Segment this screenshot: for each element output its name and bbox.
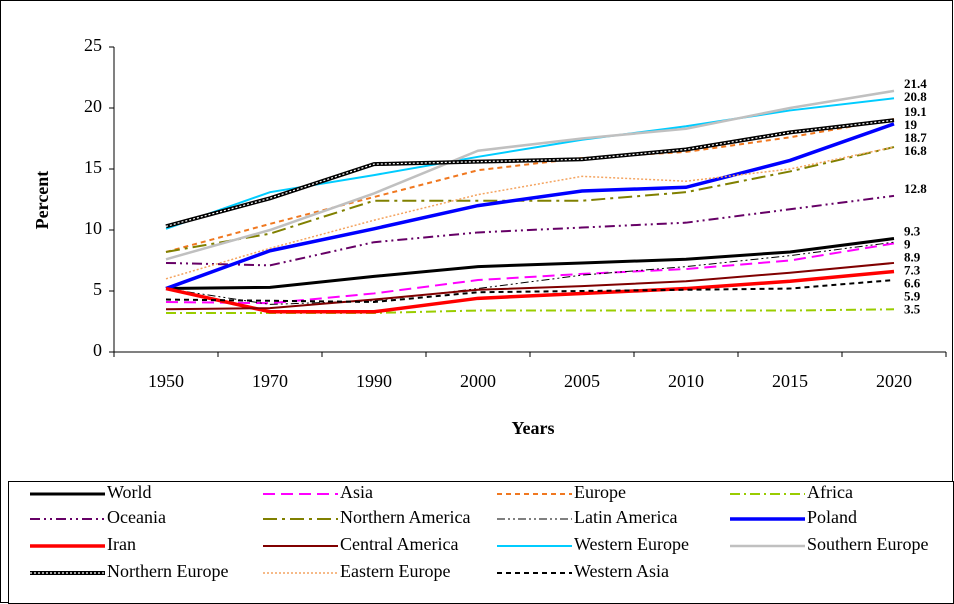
series-line bbox=[165, 242, 895, 305]
legend-label: Poland bbox=[807, 507, 857, 527]
series-line-stripe bbox=[165, 119, 895, 227]
x-tick-label: 2015 bbox=[772, 371, 808, 391]
series-line bbox=[165, 261, 895, 311]
y-tick-label: 5 bbox=[93, 279, 102, 299]
legend-label: Oceania bbox=[107, 507, 166, 527]
y-axis-label: Percent bbox=[32, 171, 52, 230]
legend-label: World bbox=[107, 482, 152, 502]
legend-label: Southern Europe bbox=[807, 534, 928, 554]
data-label: 9.3 bbox=[904, 224, 921, 239]
y-tick-label: 15 bbox=[84, 157, 102, 177]
data-label: 18.7 bbox=[904, 130, 927, 145]
data-label: 19.1 bbox=[904, 104, 927, 119]
series-line bbox=[165, 146, 895, 253]
y-tick-label: 20 bbox=[84, 96, 102, 116]
legend-box bbox=[8, 481, 954, 604]
x-tick-label: 2000 bbox=[460, 371, 496, 391]
data-label: 5.9 bbox=[904, 289, 921, 304]
legend-label: Central America bbox=[340, 534, 458, 554]
x-tick-label: 1970 bbox=[252, 371, 288, 391]
legend-label: Eastern Europe bbox=[340, 561, 450, 581]
series-line bbox=[165, 97, 895, 230]
data-label: 3.5 bbox=[904, 302, 921, 317]
legend-label: Western Europe bbox=[574, 534, 689, 554]
data-label: 9 bbox=[904, 237, 911, 252]
x-tick-label: 2020 bbox=[876, 371, 912, 391]
data-label: 7.3 bbox=[904, 263, 921, 278]
series-line bbox=[165, 279, 895, 303]
y-tick-label: 0 bbox=[93, 340, 102, 360]
legend-label: Africa bbox=[807, 482, 853, 502]
legend-label: Northern America bbox=[340, 507, 470, 527]
x-tick-label: 2010 bbox=[668, 371, 704, 391]
legend-label: Iran bbox=[107, 534, 136, 554]
y-tick-label: 25 bbox=[84, 35, 102, 55]
legend-label: Latin America bbox=[574, 507, 677, 527]
data-label: 12.8 bbox=[904, 181, 927, 196]
legend-label: Western Asia bbox=[574, 561, 669, 581]
data-label: 19 bbox=[904, 117, 918, 132]
legend-label: Northern Europe bbox=[107, 561, 228, 581]
data-label: 16.8 bbox=[904, 143, 927, 158]
series-line bbox=[165, 89, 895, 261]
x-tick-label: 1950 bbox=[148, 371, 184, 391]
legend-label: Europe bbox=[574, 482, 626, 502]
series-line bbox=[165, 241, 895, 305]
series-line bbox=[165, 237, 895, 291]
series-line bbox=[165, 269, 895, 314]
data-label: 6.6 bbox=[904, 276, 921, 291]
data-label: 8.9 bbox=[904, 250, 921, 265]
x-tick-label: 1990 bbox=[356, 371, 392, 391]
series-line bbox=[165, 194, 895, 267]
legend-label: Asia bbox=[340, 482, 373, 502]
x-tick-label: 2005 bbox=[564, 371, 600, 391]
series-line bbox=[165, 122, 895, 291]
data-label: 21.4 bbox=[904, 76, 927, 91]
x-axis-label: Years bbox=[512, 418, 555, 438]
y-tick-label: 10 bbox=[84, 218, 102, 238]
series-line bbox=[165, 146, 895, 280]
data-label: 20.8 bbox=[904, 89, 927, 104]
